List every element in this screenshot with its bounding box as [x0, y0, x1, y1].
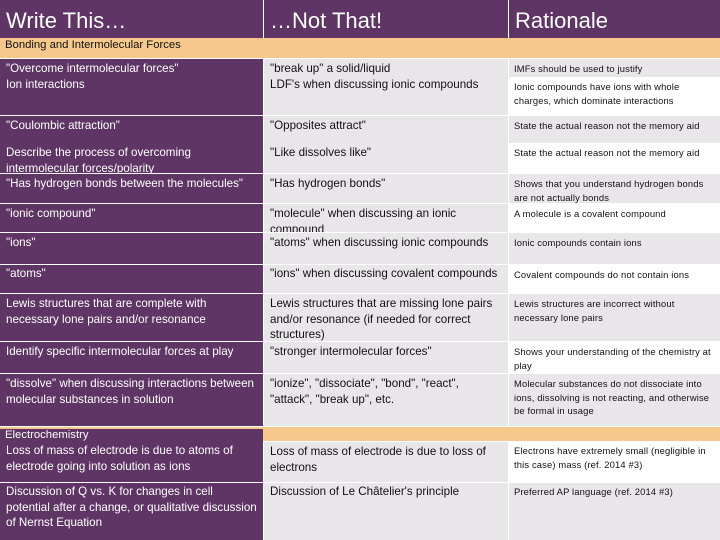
- rationale-cell-row7: Covalent compounds do not contain ions: [509, 265, 720, 293]
- rationale-cell-row9: Shows your understanding of the chemistr…: [509, 342, 720, 373]
- write-cell-row10: "dissolve" when discussing interactions …: [0, 374, 263, 426]
- rationale-cell-row8: Lewis structures are incorrect without n…: [509, 294, 720, 341]
- write-cell-echem2: Discussion of Q vs. K for changes in cel…: [0, 483, 263, 540]
- not-cell-row10: "ionize", "dissociate", "bond", "react",…: [264, 374, 508, 426]
- write-cell-row5: "ionic compound": [0, 204, 263, 232]
- write-text: "Overcome intermolecular forces": [6, 62, 179, 75]
- section-electrochemistry: Electrochemistry: [0, 429, 263, 442]
- write-cell-row4: "Has hydrogen bonds between the molecule…: [0, 174, 263, 203]
- not-text: LDF's when discussing ionic compounds: [270, 77, 479, 91]
- rationale-cell-echem1: Electrons have extremely small (negligib…: [509, 442, 720, 482]
- write-cell-row6: "ions": [0, 233, 263, 264]
- write-cell-echem1: Loss of mass of electrode is due to atom…: [0, 442, 263, 482]
- not-cell-echem2: Discussion of Le Châtelier's principle: [264, 483, 508, 540]
- write-cell-row8: Lewis structures that are complete with …: [0, 294, 263, 341]
- not-cell-row4: "Has hydrogen bonds": [264, 174, 508, 203]
- rationale-cell-row4: Shows that you understand hydrogen bonds…: [509, 174, 720, 203]
- rationale-cell-row6: Ionic compounds contain ions: [509, 233, 720, 264]
- rationale-cell-echem2: Preferred AP language (ref. 2014 #3): [509, 483, 720, 540]
- not-cell-row5: "molecule" when discussing an ionic comp…: [264, 204, 508, 232]
- section-bonding: Bonding and Intermolecular Forces: [0, 38, 720, 58]
- not-text: "break up" a solid/liquid: [270, 62, 391, 75]
- rationale-cell-row2: State the actual reason not the memory a…: [509, 116, 720, 143]
- header-not-that: …Not That!: [264, 0, 508, 38]
- write-cell-row7: "atoms": [0, 265, 263, 293]
- header-rationale: Rationale: [509, 0, 720, 38]
- not-cell-row9: "stronger intermolecular forces": [264, 342, 508, 373]
- write-cell-row3: Describe the process of overcoming inter…: [0, 143, 263, 173]
- write-cell-row1: "Overcome intermolecular forces" Ion int…: [0, 59, 263, 115]
- not-cell-row2: "Opposites attract": [264, 116, 508, 143]
- write-cell-row2: "Coulombic attraction": [0, 116, 263, 143]
- rationale-cell-row1a: IMFs should be used to justify: [509, 59, 720, 77]
- not-cell-row3: "Like dissolves like": [264, 143, 508, 173]
- not-cell-row6: "atoms" when discussing ionic compounds: [264, 233, 508, 264]
- write-text: Ion interactions: [6, 77, 85, 91]
- not-cell-row1: "break up" a solid/liquid LDF's when dis…: [264, 59, 508, 115]
- not-cell-row7: "ions" when discussing covalent compound…: [264, 265, 508, 293]
- rationale-cell-row3: State the actual reason not the memory a…: [509, 143, 720, 173]
- rationale-cell-row1b: Ionic compounds have ions with whole cha…: [509, 77, 720, 115]
- write-cell-row9: Identify specific intermolecular forces …: [0, 342, 263, 373]
- rationale-cell-row5: A molecule is a covalent compound: [509, 204, 720, 232]
- not-cell-row8: Lewis structures that are missing lone p…: [264, 294, 508, 341]
- rationale-cell-row10: Molecular substances do not dissociate i…: [509, 374, 720, 426]
- not-cell-echem1: Loss of mass of electrode is due to loss…: [264, 442, 508, 482]
- header-write-this: Write This…: [0, 0, 263, 38]
